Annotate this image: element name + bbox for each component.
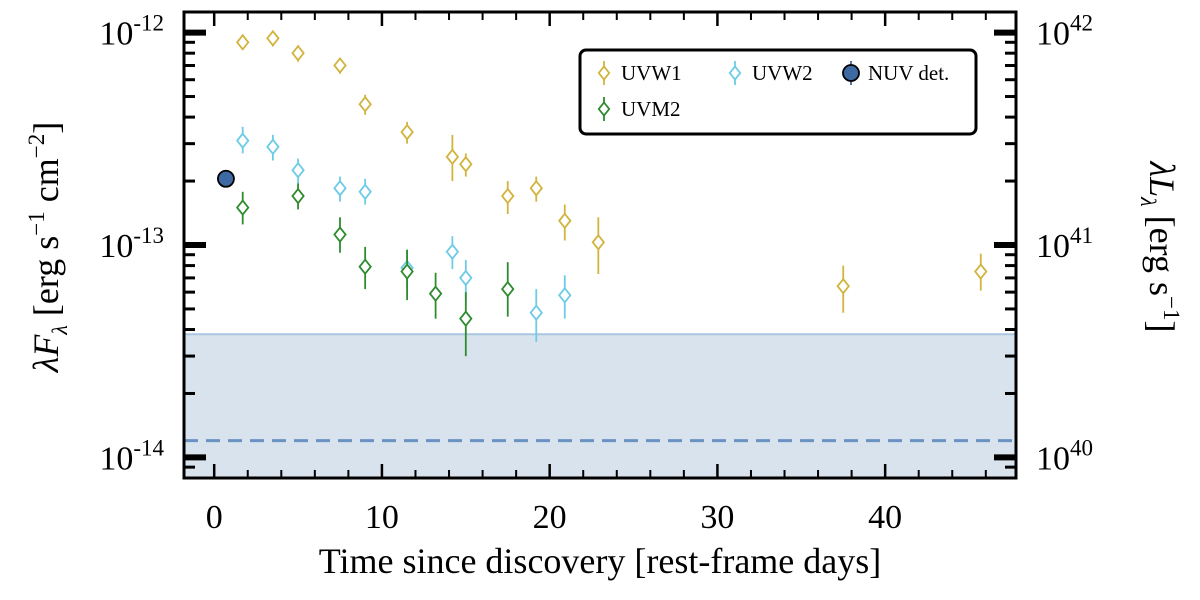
point-uvw2 [445,243,460,261]
point-uvw2 [558,286,572,304]
point-uvw2 [235,132,250,150]
point-uvw1 [291,44,305,62]
legend-label: NUV det. [868,61,949,85]
legend-entry-uvw1: UVW1 [597,61,682,85]
legend-marker [597,101,611,117]
legend-label: UVW1 [621,61,682,85]
x-tick-label: 20 [533,499,567,536]
upper-limit-band [184,334,1016,478]
legend-entries: UVW1 UVW2 NUV det. UVM2 [597,61,949,121]
point-uvw1 [235,33,250,51]
legend-marker [728,65,742,81]
point-uvw2 [358,183,372,201]
legend-entry-uvm2: UVM2 [597,97,681,121]
legend-label: UVM2 [621,97,681,121]
point-uvm2 [500,280,515,298]
point-uvw1 [266,29,280,47]
point-uvw1 [358,95,372,113]
point-uvw1 [558,212,572,230]
legend-box [578,48,978,136]
upper-limit-band-layer [184,333,1016,478]
point-uvw2 [266,138,280,156]
point-uvw1 [591,233,606,251]
tick-labels-layer: 0 10 20 30 40 10-14 1040 10-13 1041 10-12 1042 [99,11,1093,536]
plot-frame [182,10,1018,480]
legend-entry-nuv-det: NUV det. [842,61,949,85]
y-right-tick-label: 1040 [1036,435,1093,477]
point-uvw1 [974,263,988,280]
point-uvw1 [459,155,473,173]
point-uvw1 [529,179,544,197]
legend-marker [842,64,860,82]
point-uvw1 [836,277,850,295]
point-uvm2 [235,199,250,217]
x-tick-label: 40 [868,499,902,536]
series-uvw2 [235,126,572,342]
point-uvw1 [445,148,460,166]
point-uvm2 [400,263,414,280]
point-uvw1 [333,57,347,74]
point-uvm2 [459,310,473,328]
legend-marker [597,65,611,81]
point-uvw2 [291,161,305,179]
x-tick-label: 10 [365,499,399,536]
point-nuv-det [217,169,235,188]
y-right-tick-label: 1041 [1036,223,1093,265]
point-uvm2 [428,285,443,303]
point-uvm2 [358,258,372,276]
point-uvw2 [459,269,473,287]
series-nuv-det [217,169,235,188]
series-uvw1 [235,29,988,313]
legend: UVW1 UVW2 NUV det. UVM2 [578,48,978,136]
point-uvw1 [500,187,515,205]
point-uvw1 [400,123,414,141]
series-uvm2 [235,183,515,357]
y-axis-right-label: λLλ [erg s−1] [1136,161,1184,333]
y-left-tick-label: 10-12 [99,11,164,53]
y-right-tick-label: 1042 [1036,11,1093,53]
point-uvw2 [333,179,347,197]
y-left-tick-label: 10-14 [99,435,164,477]
x-tick-label: 0 [206,499,223,536]
x-axis-label: Time since discovery [rest-frame days] [319,541,882,581]
legend-entry-uvw2: UVW2 [728,61,813,85]
legend-label: UVW2 [752,61,813,85]
series-layer [217,29,988,357]
point-uvw2 [529,304,544,322]
point-uvm2 [291,187,305,205]
y-axis-left-label: λFλ [erg s−1 cm−2] [24,122,72,373]
x-tick-label: 30 [700,499,734,536]
y-left-tick-label: 10-13 [99,223,164,265]
point-uvm2 [333,226,347,243]
